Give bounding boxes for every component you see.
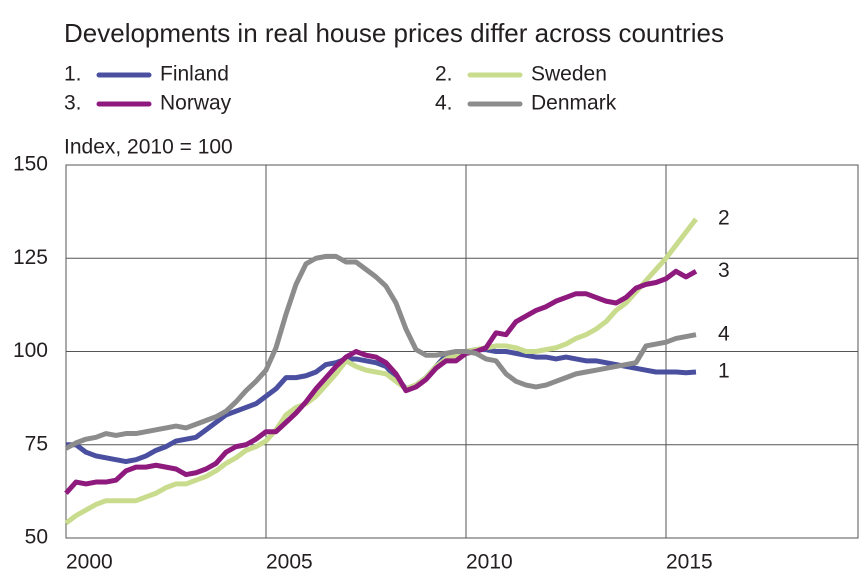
chart-title: Developments in real house prices differ… bbox=[64, 18, 724, 48]
plot-frame bbox=[65, 164, 859, 539]
y-tick-label: 150 bbox=[13, 153, 48, 176]
x-tick-label: 2010 bbox=[466, 551, 513, 574]
y-tick-label: 100 bbox=[13, 339, 48, 362]
legend-number: 4. bbox=[435, 92, 453, 115]
legend-number: 1. bbox=[64, 63, 82, 86]
y-tick-label: 125 bbox=[13, 246, 48, 269]
legend-label: Denmark bbox=[531, 92, 617, 115]
y-axis-label: Index, 2010 = 100 bbox=[64, 136, 233, 159]
series-line bbox=[66, 347, 697, 465]
y-tick-label: 75 bbox=[25, 432, 48, 455]
legend-number: 2. bbox=[435, 63, 453, 86]
end-label: 1 bbox=[718, 360, 730, 383]
y-tick-label: 50 bbox=[25, 526, 48, 549]
end-label: 3 bbox=[718, 259, 730, 282]
x-tick-label: 2000 bbox=[66, 551, 113, 574]
end-label: 4 bbox=[718, 322, 730, 345]
series-line bbox=[64, 217, 698, 526]
series-line bbox=[64, 268, 698, 495]
legend-label: Finland bbox=[160, 63, 229, 86]
x-tick-label: 2015 bbox=[666, 551, 713, 574]
legend-label: Norway bbox=[160, 92, 232, 115]
legend-number: 3. bbox=[64, 92, 82, 115]
x-tick-label: 2005 bbox=[266, 551, 313, 574]
end-label: 2 bbox=[718, 207, 730, 230]
legend-label: Sweden bbox=[531, 63, 607, 86]
series-line bbox=[64, 253, 697, 451]
